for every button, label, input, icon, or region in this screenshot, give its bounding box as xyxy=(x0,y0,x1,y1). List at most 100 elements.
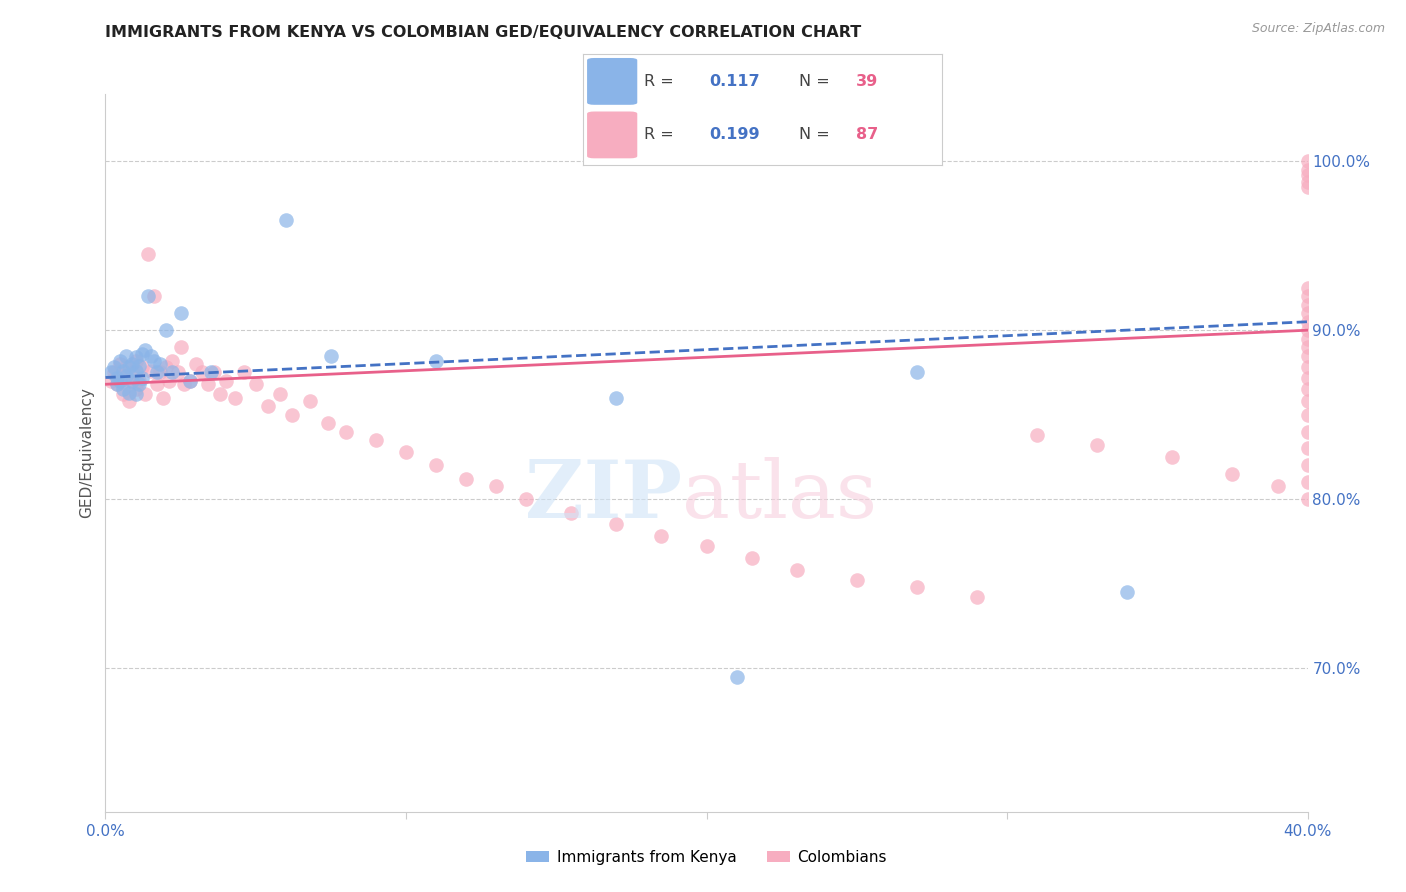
Point xyxy=(112,364,135,378)
Point xyxy=(1267,478,1289,492)
Point xyxy=(1296,349,1319,363)
Point xyxy=(1296,179,1319,194)
Point xyxy=(966,590,988,604)
Text: ZIP: ZIP xyxy=(526,457,682,535)
Point xyxy=(1296,425,1319,439)
Point xyxy=(179,374,201,388)
Point xyxy=(485,478,508,492)
Point xyxy=(128,359,150,373)
Point xyxy=(134,343,156,358)
Point xyxy=(124,382,146,396)
Point xyxy=(139,364,162,378)
Point xyxy=(179,374,201,388)
Point xyxy=(115,349,138,363)
Point xyxy=(274,213,297,227)
Point xyxy=(1296,315,1319,329)
Point xyxy=(425,353,447,368)
Point xyxy=(103,360,125,375)
Point xyxy=(298,394,321,409)
Point xyxy=(124,364,146,378)
Point xyxy=(121,357,143,371)
Point xyxy=(107,370,129,384)
Point xyxy=(605,391,627,405)
Point xyxy=(515,492,537,507)
Point xyxy=(110,374,132,388)
Point xyxy=(112,387,135,401)
Point xyxy=(560,506,582,520)
Point xyxy=(131,370,153,384)
Point xyxy=(124,387,146,401)
Legend: Immigrants from Kenya, Colombians: Immigrants from Kenya, Colombians xyxy=(526,850,887,865)
Point xyxy=(200,366,222,380)
Point xyxy=(208,387,231,401)
Point xyxy=(905,580,928,594)
Point xyxy=(100,366,122,380)
Point xyxy=(160,353,183,368)
Text: atlas: atlas xyxy=(682,457,877,535)
Point xyxy=(118,385,141,400)
Point xyxy=(1026,428,1049,442)
Point xyxy=(103,366,125,380)
Point xyxy=(110,353,132,368)
Point xyxy=(256,399,278,413)
Point xyxy=(142,289,165,303)
Point xyxy=(1161,450,1184,464)
Point xyxy=(128,377,150,392)
Point xyxy=(131,347,153,361)
Point xyxy=(157,374,180,388)
Point xyxy=(741,551,763,566)
Point xyxy=(110,357,132,371)
Point xyxy=(1296,174,1319,188)
Text: 87: 87 xyxy=(856,128,879,143)
Point xyxy=(905,366,928,380)
Point xyxy=(1296,162,1319,177)
Point xyxy=(184,357,207,371)
Point xyxy=(1085,438,1108,452)
Point xyxy=(1116,585,1139,599)
Point xyxy=(202,366,225,380)
Point xyxy=(190,366,212,380)
Point xyxy=(145,377,167,392)
Point xyxy=(1296,360,1319,375)
Point xyxy=(142,353,165,368)
Point xyxy=(155,360,177,375)
Point xyxy=(395,445,418,459)
Point xyxy=(155,323,177,337)
Text: IMMIGRANTS FROM KENYA VS COLOMBIAN GED/EQUIVALENCY CORRELATION CHART: IMMIGRANTS FROM KENYA VS COLOMBIAN GED/E… xyxy=(105,25,862,40)
FancyBboxPatch shape xyxy=(588,112,637,159)
Point xyxy=(1296,442,1319,456)
Point xyxy=(169,306,191,320)
Point xyxy=(121,374,143,388)
Point xyxy=(425,458,447,473)
Point xyxy=(166,366,188,380)
Point xyxy=(845,574,868,588)
Point xyxy=(124,353,146,368)
Point xyxy=(160,366,183,380)
Text: 39: 39 xyxy=(856,74,879,89)
Text: Source: ZipAtlas.com: Source: ZipAtlas.com xyxy=(1251,22,1385,36)
Point xyxy=(118,374,141,388)
Point xyxy=(1296,306,1319,320)
Text: N =: N = xyxy=(799,128,830,143)
Point xyxy=(107,377,129,392)
Point xyxy=(121,366,143,380)
Point xyxy=(136,247,159,261)
Point xyxy=(269,387,291,401)
Point xyxy=(128,374,150,388)
Point xyxy=(1296,394,1319,409)
Point xyxy=(148,366,170,380)
Point xyxy=(1296,370,1319,384)
Point xyxy=(1296,323,1319,337)
Point xyxy=(214,374,236,388)
Point xyxy=(112,368,135,383)
FancyBboxPatch shape xyxy=(588,58,637,105)
Point xyxy=(1296,168,1319,182)
Text: R =: R = xyxy=(644,128,675,143)
Point xyxy=(454,472,477,486)
Text: R =: R = xyxy=(644,74,675,89)
Point xyxy=(148,357,170,371)
Text: N =: N = xyxy=(799,74,830,89)
Point xyxy=(118,360,141,375)
Point xyxy=(100,374,122,388)
Point xyxy=(319,349,342,363)
